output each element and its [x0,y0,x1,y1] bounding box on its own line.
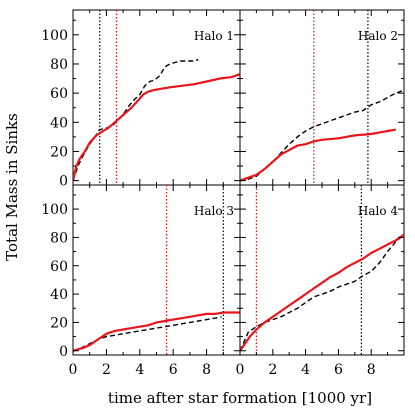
solid-series-line [73,73,240,181]
y-tick-label: 0 [59,344,68,360]
dashed-series-line [240,89,404,182]
panel-1: Halo 1 [72,9,241,186]
y-tick-label: 20 [50,315,68,331]
solid-series-line [240,128,396,182]
dashed-series-line [73,316,222,352]
x-tick-label: 4 [301,362,310,378]
y-tick-label: 40 [50,287,68,303]
x-tick-label: 0 [69,362,78,378]
x-tick-label: 2 [102,362,111,378]
x-tick-label: 8 [202,362,211,378]
dashed-series-line [73,58,199,181]
y-tick-label: 20 [50,144,68,160]
halo-label: Halo 2 [358,29,398,43]
x-tick-label: 6 [169,362,178,378]
halo-label: Halo 3 [194,204,234,218]
y-tick-label: 40 [50,115,68,131]
panel-3: Halo 3 [72,184,241,356]
x-tick-label: 6 [334,362,343,378]
x-tick-label: 4 [135,362,144,378]
y-tick-label: 100 [41,202,68,218]
x-tick-label: 8 [367,362,376,378]
x-tick-label: 2 [268,362,277,378]
halo-label: Halo 4 [358,204,398,218]
y-tick-label: 60 [50,259,68,275]
panel-4: Halo 4 [239,184,405,356]
y-tick-label: 100 [41,28,68,44]
y-tick-label: 60 [50,86,68,102]
y-tick-label: 0 [59,174,68,190]
x-tick-label: 0 [236,362,245,378]
solid-series-line [73,311,240,352]
y-tick-label: 80 [50,57,68,73]
dashed-series-line [240,234,404,352]
x-axis-title: time after star formation [1000 yr] [108,389,372,407]
panel-2: Halo 2 [239,9,405,186]
y-axis-title: Total Mass in Sinks [3,113,21,261]
halo-label: Halo 1 [194,29,234,43]
y-tick-label: 80 [50,230,68,246]
solid-series-line [240,233,404,352]
